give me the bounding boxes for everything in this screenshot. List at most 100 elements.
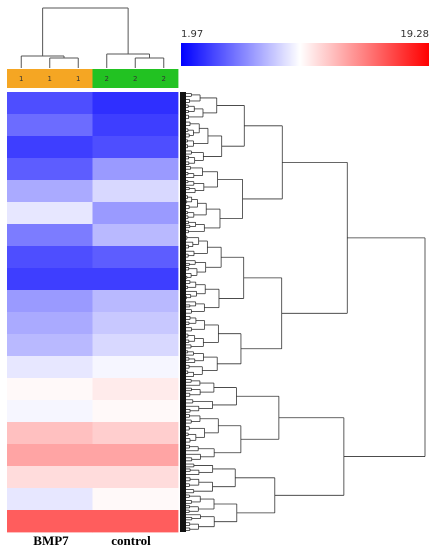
heatmap-cell bbox=[35, 114, 65, 137]
heatmap-cell bbox=[64, 136, 93, 159]
heatmap-cell bbox=[7, 158, 36, 181]
heatmap-cell bbox=[64, 202, 93, 225]
heatmap-cell bbox=[149, 136, 179, 159]
group-label: 2 bbox=[105, 75, 109, 83]
heatmap-cell bbox=[149, 334, 179, 357]
heatmap-cell bbox=[149, 510, 179, 533]
heatmap-cell bbox=[64, 510, 93, 533]
heatmap-cell bbox=[149, 466, 179, 489]
group-cell bbox=[35, 69, 65, 88]
heatmap-cell bbox=[64, 312, 93, 335]
heatmap-cell bbox=[64, 378, 93, 401]
group-label: 1 bbox=[19, 75, 23, 83]
heatmap-cell bbox=[35, 400, 65, 423]
heatmap-cell bbox=[121, 488, 150, 511]
heatmap-cell bbox=[149, 378, 179, 401]
heatmap-cell bbox=[35, 158, 65, 181]
heatmap-cell bbox=[121, 400, 150, 423]
column-label-control: control bbox=[111, 533, 151, 548]
heatmap-cell bbox=[121, 114, 150, 137]
heatmap-cell bbox=[35, 466, 65, 489]
heatmap-cell bbox=[35, 422, 65, 445]
heatmap-cell bbox=[35, 356, 65, 379]
heatmap-cell bbox=[92, 378, 122, 401]
heatmap-cell bbox=[35, 378, 65, 401]
heatmap-cell bbox=[121, 158, 150, 181]
heatmap-cell bbox=[92, 268, 122, 291]
heatmap-cell bbox=[121, 246, 150, 269]
heatmap-cell bbox=[7, 400, 36, 423]
heatmap-cell bbox=[149, 114, 179, 137]
heatmap-cell bbox=[92, 400, 122, 423]
dendrogram-leaves bbox=[180, 92, 186, 532]
heatmap-cell bbox=[35, 180, 65, 203]
heatmap-cell bbox=[35, 224, 65, 247]
group-cell bbox=[92, 69, 122, 88]
heatmap-cell bbox=[64, 114, 93, 137]
heatmap-cell bbox=[92, 114, 122, 137]
heatmap-cell bbox=[92, 466, 122, 489]
heatmap-cell bbox=[92, 136, 122, 159]
heatmap-cell bbox=[7, 224, 36, 247]
heatmap-cell bbox=[7, 444, 36, 467]
heatmap-cell bbox=[64, 444, 93, 467]
heatmap-cell bbox=[35, 92, 65, 115]
heatmap-cell bbox=[149, 422, 179, 445]
heatmap-cell bbox=[149, 180, 179, 203]
heatmap-cell bbox=[7, 202, 36, 225]
heatmap-cell bbox=[121, 92, 150, 115]
heatmap-cell bbox=[35, 290, 65, 313]
heatmap-cell bbox=[92, 180, 122, 203]
heatmap-cell bbox=[7, 136, 36, 159]
heatmap-cell bbox=[35, 136, 65, 159]
color-scale-min-label: 1.97 bbox=[181, 29, 203, 40]
heatmap-cell bbox=[121, 136, 150, 159]
heatmap-cell bbox=[92, 356, 122, 379]
heatmap-cell bbox=[64, 400, 93, 423]
heatmap-cell bbox=[64, 334, 93, 357]
heatmap-cell bbox=[64, 246, 93, 269]
heatmap-cell bbox=[64, 180, 93, 203]
heatmap-cell bbox=[35, 510, 65, 533]
heatmap-cell bbox=[92, 92, 122, 115]
heatmap-cell bbox=[35, 444, 65, 467]
heatmap-cell bbox=[149, 356, 179, 379]
heatmap-cell bbox=[121, 444, 150, 467]
column-label-bmp7: BMP7 bbox=[33, 533, 69, 548]
group-label: 2 bbox=[133, 75, 137, 83]
heatmap-cell bbox=[7, 466, 36, 489]
heatmap-cell bbox=[7, 356, 36, 379]
row-dendrogram bbox=[180, 92, 426, 532]
group-cell bbox=[64, 69, 93, 88]
heatmap-cell bbox=[92, 202, 122, 225]
heatmap-cell bbox=[121, 224, 150, 247]
color-scale-bar bbox=[181, 43, 429, 66]
heatmap-cell bbox=[35, 202, 65, 225]
heatmap-cell bbox=[64, 268, 93, 291]
heatmap-cell bbox=[7, 92, 36, 115]
group-label: 1 bbox=[76, 75, 80, 83]
group-cell bbox=[7, 69, 36, 88]
heatmap-cell bbox=[7, 378, 36, 401]
heatmap-cell bbox=[121, 180, 150, 203]
heatmap-cell bbox=[121, 466, 150, 489]
heatmap-cell bbox=[149, 224, 179, 247]
column-group-bar: 1 1 1 2 2 2 bbox=[7, 69, 179, 88]
heatmap-cell bbox=[92, 290, 122, 313]
heatmap-cell bbox=[7, 246, 36, 269]
heatmap-cell bbox=[121, 312, 150, 335]
color-scale: 1.97 19.28 bbox=[181, 29, 429, 66]
heatmap-cells bbox=[7, 92, 179, 533]
heatmap-cell bbox=[64, 290, 93, 313]
heatmap-cell bbox=[7, 114, 36, 137]
heatmap-cell bbox=[64, 356, 93, 379]
group-label: 1 bbox=[48, 75, 52, 83]
heatmap-cell bbox=[35, 246, 65, 269]
heatmap-cell bbox=[149, 400, 179, 423]
heatmap-cell bbox=[92, 510, 122, 533]
heatmap-cell bbox=[121, 268, 150, 291]
group-label: 2 bbox=[162, 75, 166, 83]
heatmap-cell bbox=[35, 268, 65, 291]
heatmap-cell bbox=[121, 202, 150, 225]
heatmap-cell bbox=[92, 224, 122, 247]
